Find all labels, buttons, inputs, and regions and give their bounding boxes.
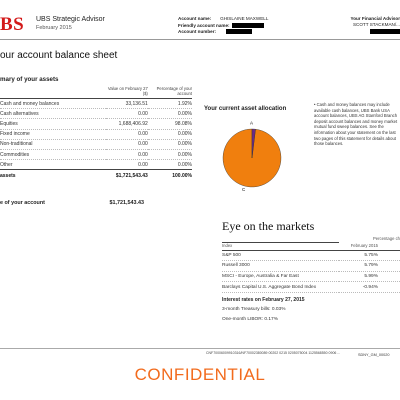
allocation-pie: A C <box>222 121 282 192</box>
total-pct: 100.00% <box>147 169 192 181</box>
asset-category: Non-traditional <box>0 139 106 150</box>
net-value-amount: $1,721,543.43 <box>109 200 144 206</box>
redaction-bar <box>226 29 253 35</box>
table-row: Other 0.00 0.00% <box>0 159 192 171</box>
net-value-row: e of your account $1,721,543.43 <box>0 200 192 206</box>
asset-value: 0.00 <box>105 149 148 161</box>
asset-value: 0.00 <box>105 159 148 171</box>
advisor-name: UBS Strategic Advisor <box>36 16 105 23</box>
pie-label-a: A <box>250 121 253 126</box>
market-change: -0.94% <box>338 281 400 293</box>
pie-slice-cash <box>251 128 256 159</box>
asset-value: 0.00 <box>105 139 148 150</box>
account-name-value: GHISLAINE MAXWELL <box>220 16 269 21</box>
market-index: Russell 3000 <box>222 260 339 272</box>
friendly-name-label: Friendly account name: <box>178 22 230 28</box>
asset-pct: 1.92% <box>147 98 192 110</box>
asset-value: 1,688,406.92 <box>105 118 148 130</box>
market-change: 5.75% <box>338 250 400 262</box>
markets-header-change: February 2015 <box>338 242 400 251</box>
table-row: S&P 500 5.75% <box>222 250 400 262</box>
market-index: MSCI - Europe, Australia & Far East <box>222 271 339 283</box>
markets-table: Percentage ch Index February 2015 S&P 50… <box>222 236 400 293</box>
total-row: assets $1,721,543.43 100.00% <box>0 169 192 181</box>
asset-category: Cash and money balances <box>0 98 106 110</box>
market-index: Barclays Capital U.S. Aggregate Bond Ind… <box>222 281 339 293</box>
header-divider <box>0 39 400 40</box>
allocation-title: Your current asset allocation <box>204 106 287 112</box>
table-row: Commodities 0.00 0.00% <box>0 149 192 161</box>
table-row: Fixed income 0.00 0.00% <box>0 129 192 140</box>
ubs-logo: BS <box>0 14 25 35</box>
table-row: Equities 1,688,406.92 98.08% <box>0 118 192 130</box>
account-number-label: Account number: <box>178 29 217 35</box>
account-info: Account name: GHISLAINE MAXWELL Friendly… <box>178 16 268 36</box>
footer-code: CNF70006009910316/NF70002380089 00202 02… <box>206 351 341 355</box>
table-row: Cash alternatives 0.00 0.00% <box>0 108 192 120</box>
treasury-rate: 3-month Treasury bills: 0.03% <box>222 307 286 312</box>
footer-divider <box>0 348 400 349</box>
statement-month: February 2015 <box>36 25 72 31</box>
table-row: Cash and money balances 33,136.51 1.92% <box>0 98 192 110</box>
asset-category: Cash alternatives <box>0 108 106 120</box>
assets-header-pct: Percentage of your account <box>147 86 192 99</box>
redaction-bar <box>232 22 265 28</box>
net-value-label: e of your account <box>0 200 45 206</box>
total-value: $1,721,543.43 <box>105 169 148 181</box>
table-row: MSCI - Europe, Australia & Far East 5.99% <box>222 271 400 283</box>
redaction-bar <box>370 28 400 34</box>
table-row: Non-traditional 0.00 0.00% <box>0 139 192 150</box>
asset-value: 33,136.51 <box>105 98 148 110</box>
market-change: 5.99% <box>338 271 400 283</box>
asset-pct: 0.00% <box>147 108 192 120</box>
asset-pct: 98.08% <box>147 118 192 130</box>
libor-rate: One-month LIBOR: 0.17% <box>222 317 278 322</box>
table-row: Barclays Capital U.S. Aggregate Bond Ind… <box>222 281 400 293</box>
markets-header-index: Index <box>222 242 339 251</box>
page-title: our account balance sheet <box>0 50 118 61</box>
market-change: 5.79% <box>338 260 400 272</box>
total-label: assets <box>0 169 106 181</box>
assets-section-title: mary of your assets <box>0 76 59 83</box>
confidential-stamp: CONFIDENTIAL <box>134 365 266 384</box>
asset-pct: 0.00% <box>147 149 192 161</box>
markets-header-blank <box>222 236 339 243</box>
table-row: Russell 3000 5.79% <box>222 260 400 272</box>
advisor-value: SCOTT STACKMAN/... <box>352 22 400 28</box>
account-name-label: Account name: <box>178 16 212 21</box>
asset-pct: 0.00% <box>147 129 192 140</box>
asset-category: Fixed income <box>0 129 106 140</box>
assets-header-blank <box>0 86 106 99</box>
asset-value: 0.00 <box>105 129 148 140</box>
asset-category: Equities <box>0 118 106 130</box>
market-index: S&P 500 <box>222 250 339 262</box>
markets-header-change-top: Percentage ch <box>372 236 400 241</box>
interest-rates-title: Interest rates on February 27, 2015 <box>222 297 305 303</box>
asset-pct: 0.00% <box>147 139 192 150</box>
assets-header-value: Value on February 27 ($) <box>105 86 148 99</box>
advisor-label: Your Financial Advisor <box>350 16 400 21</box>
cash-balance-note: • Cash and money balances may include av… <box>314 102 398 147</box>
bates-number: SDNY_GM_00020 <box>358 353 390 357</box>
asset-category: Other <box>0 159 106 171</box>
asset-value: 0.00 <box>105 108 148 120</box>
asset-category: Commodities <box>0 149 106 161</box>
financial-advisor-info: Your Financial Advisor SCOTT STACKMAN/..… <box>350 16 400 36</box>
assets-table: Value on February 27 ($) Percentage of y… <box>0 86 192 181</box>
markets-title: Eye on the markets <box>222 219 315 233</box>
asset-pct: 0.00% <box>147 159 192 171</box>
pie-label-c: C <box>242 187 246 192</box>
